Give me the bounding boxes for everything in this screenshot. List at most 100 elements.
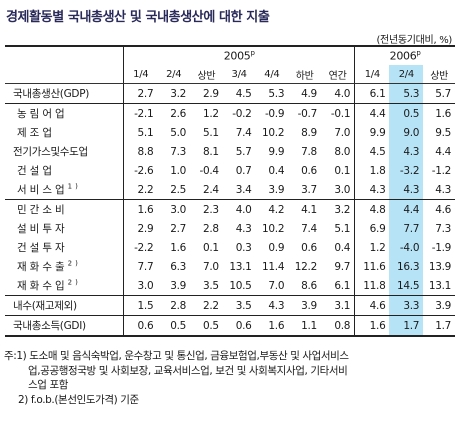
row-label-text: 국내총소득(GDI) bbox=[13, 320, 86, 332]
table-cell: 3.7 bbox=[301, 183, 317, 196]
table-cell: 16.3 bbox=[389, 257, 424, 276]
table-cell: 0.6 bbox=[123, 315, 158, 337]
table-cell: 0.8 bbox=[320, 315, 355, 337]
row-label-text: 민간소비 bbox=[17, 204, 68, 216]
footnote-1-line-3: 스업 포함 bbox=[28, 379, 68, 391]
table-cell: 10.5 bbox=[229, 279, 252, 292]
row-label-text: 설비투자 bbox=[17, 223, 68, 235]
table-cell: 1.2 bbox=[190, 103, 223, 123]
table-cell: 3.9 bbox=[423, 295, 455, 316]
statistics-table: 2005p 2006p 1/4 2/4 상반 3/4 4/4 하반 연간 1/4 2/4 상반 국… bbox=[5, 45, 455, 337]
table-cell: 4.4 bbox=[354, 103, 390, 123]
table-cell: 4.0 bbox=[334, 87, 351, 100]
table-cell: 4.0 bbox=[222, 199, 256, 219]
table-cell: 9.9 bbox=[354, 123, 390, 142]
table-cell: 0.4 bbox=[268, 164, 285, 177]
year-2006-header: 2006p bbox=[354, 45, 455, 65]
table-cell: 13.9 bbox=[428, 260, 451, 273]
table-cell: -2.6 bbox=[123, 161, 158, 180]
table-cell: 4.1 bbox=[288, 199, 321, 219]
row-label-text: 재화수출 bbox=[17, 261, 68, 273]
table-cell: 5.3 bbox=[268, 87, 285, 100]
table-cell: 0.3 bbox=[235, 241, 252, 254]
row-label: 국내총생산(GDP) bbox=[5, 84, 124, 104]
table-cell: 1.1 bbox=[288, 315, 321, 337]
table-cell: 0.1 bbox=[202, 241, 219, 254]
row-label: 재화수입2) bbox=[5, 276, 124, 296]
table-cell: 3.2 bbox=[320, 199, 355, 219]
table-cell: 14.5 bbox=[389, 276, 424, 296]
table-cell: 3.2 bbox=[170, 87, 187, 100]
table-cell: 13.1 bbox=[229, 260, 252, 273]
row-label: 설비투자 bbox=[5, 219, 124, 238]
year-2005-header: 2005p bbox=[123, 45, 355, 65]
row-label-footnote-mark: 2) bbox=[67, 278, 81, 287]
row-label: 농림어업 bbox=[5, 103, 124, 123]
row-label-text: 내수(재고제외) bbox=[13, 300, 77, 312]
table-cell: 1.7 bbox=[389, 315, 424, 337]
table-row: 건설업 -2.6 1.0 -0.4 0.7 0.4 0.6 0.1 1.8 -3.2 -1.2 bbox=[5, 161, 455, 180]
table-cell: 2.6 bbox=[157, 103, 191, 123]
footnotes: 주:1) 도소매 및 음식숙박업, 운수창고 및 통신업, 금융보험업,부동산 … bbox=[4, 349, 456, 407]
table-cell: 1.6 bbox=[423, 103, 455, 123]
table-cell: 7.0 bbox=[334, 126, 351, 139]
table-cell: 3.9 bbox=[268, 183, 285, 196]
year-2006-sup: p bbox=[416, 49, 421, 58]
row-label: 내수(재고제외) bbox=[5, 295, 124, 316]
table-row: 재화수입2) 3.0 3.9 3.5 10.5 7.0 8.6 6.1 11.8 14.5 13.1 bbox=[5, 276, 455, 296]
column-header: 3/4 bbox=[222, 65, 256, 84]
table-cell: 0.4 bbox=[334, 241, 351, 254]
table-cell: 9.5 bbox=[435, 126, 451, 139]
table-cell: 10.2 bbox=[262, 222, 285, 235]
table-cell: -0.7 bbox=[288, 103, 321, 123]
table-cell: 0.6 bbox=[222, 315, 256, 337]
table-cell: 1.6 bbox=[170, 241, 187, 254]
table-cell: 2.9 bbox=[202, 87, 219, 100]
table-cell: 8.8 bbox=[123, 142, 158, 161]
row-label: 건설업 bbox=[5, 161, 124, 180]
table-cell: -2.1 bbox=[123, 103, 158, 123]
table-cell: 3.0 bbox=[334, 183, 351, 196]
table-cell: 1.0 bbox=[170, 164, 187, 177]
table-cell: 7.7 bbox=[123, 257, 158, 276]
table-row: 설비투자 2.9 2.7 2.8 4.3 10.2 7.4 5.1 6.9 7.7 7.3 bbox=[5, 219, 455, 238]
table-cell: 3.3 bbox=[389, 295, 424, 316]
table-row: 건설투자 -2.2 1.6 0.1 0.3 0.9 0.6 0.4 1.2 -4.0 -1.9 bbox=[5, 238, 455, 257]
table-cell: 5.1 bbox=[123, 123, 158, 142]
table-cell: 2.2 bbox=[123, 180, 158, 200]
row-label: 건설투자 bbox=[5, 238, 124, 257]
table-cell: 11.8 bbox=[354, 276, 390, 296]
row-label-text: 농림어업 bbox=[17, 108, 68, 120]
table-cell: 6.1 bbox=[354, 83, 390, 104]
table-cell: 2.4 bbox=[202, 183, 219, 196]
table-cell: 5.1 bbox=[334, 222, 351, 235]
table-cell: 2.8 bbox=[157, 295, 191, 316]
table-row: 제조업 5.1 5.0 5.1 7.4 10.2 8.9 7.0 9.9 9.0 9.5 bbox=[5, 123, 455, 142]
table-cell: 0.5 bbox=[190, 315, 223, 337]
table-cell: 2.7 bbox=[123, 83, 158, 104]
table-cell: 12.2 bbox=[294, 260, 317, 273]
row-label: 재화수출2) bbox=[5, 257, 124, 276]
table-row: 민간소비 1.6 3.0 2.3 4.0 4.2 4.1 3.2 4.8 4.4 4.6 bbox=[5, 199, 455, 219]
table-cell: 11.6 bbox=[354, 257, 390, 276]
table-cell: 3.9 bbox=[170, 279, 187, 292]
table-cell: 3.5 bbox=[222, 295, 256, 316]
table-cell: 2.7 bbox=[170, 222, 187, 235]
table-cell: 3.9 bbox=[288, 295, 321, 316]
row-label: 제조업 bbox=[5, 123, 124, 142]
table-cell: 9.7 bbox=[334, 260, 351, 273]
table-cell: 2.8 bbox=[202, 222, 219, 235]
table-cell: 4.8 bbox=[354, 199, 390, 219]
table-cell: 4.3 bbox=[389, 142, 424, 161]
footnote-1-line-1: 주:1) 도소매 및 음식숙박업, 운수창고 및 통신업, 금융보험업,부동산 … bbox=[4, 350, 349, 362]
row-label-text: 제조업 bbox=[17, 127, 55, 139]
table-cell: 3.1 bbox=[320, 295, 355, 316]
table-cell: 3.0 bbox=[123, 276, 158, 296]
row-label-text: 건설투자 bbox=[17, 242, 68, 254]
table-cell: 2.2 bbox=[190, 295, 223, 316]
table-cell: -1.9 bbox=[431, 241, 452, 254]
table-cell: 0.9 bbox=[268, 241, 285, 254]
row-label: 전기가스및수도업 bbox=[5, 142, 124, 161]
table-row: 국내총소득(GDI) 0.6 0.5 0.5 0.6 1.6 1.1 0.8 1.6 1.7 1.7 bbox=[5, 315, 455, 337]
row-label-text: 전기가스및수도업 bbox=[13, 146, 88, 158]
